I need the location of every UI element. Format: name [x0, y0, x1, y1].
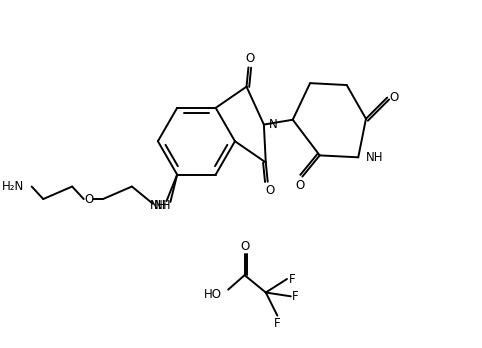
Text: O: O — [389, 91, 399, 104]
Text: O: O — [246, 52, 255, 65]
Text: NH: NH — [366, 151, 384, 164]
Text: O: O — [295, 179, 304, 192]
Text: NH: NH — [150, 199, 168, 212]
Text: F: F — [293, 290, 299, 303]
Text: F: F — [289, 272, 295, 285]
Text: F: F — [274, 317, 281, 330]
Text: O: O — [84, 192, 93, 206]
Text: HO: HO — [203, 288, 221, 301]
Text: N: N — [268, 118, 278, 131]
Text: NH: NH — [154, 199, 172, 212]
Text: O: O — [265, 184, 274, 197]
Text: O: O — [240, 240, 249, 253]
Text: H₂N: H₂N — [2, 180, 24, 193]
